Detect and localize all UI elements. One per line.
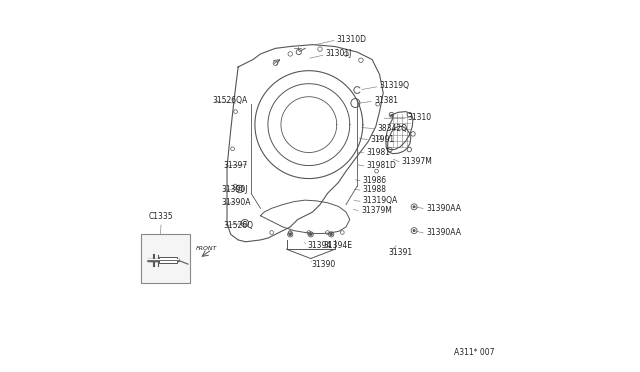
Text: 31526Q: 31526Q <box>223 221 253 230</box>
Text: 31390A: 31390A <box>221 198 251 207</box>
Text: FRONT: FRONT <box>196 246 217 251</box>
Text: 31381: 31381 <box>374 96 398 105</box>
Text: 31397M: 31397M <box>402 157 433 166</box>
Text: 31379M: 31379M <box>361 206 392 215</box>
Text: 31981D: 31981D <box>367 161 396 170</box>
Bar <box>141 234 190 283</box>
Text: 31981: 31981 <box>367 148 390 157</box>
Circle shape <box>309 233 312 236</box>
Text: 31319Q: 31319Q <box>380 81 410 90</box>
Text: 31991: 31991 <box>370 135 394 144</box>
Text: 31390: 31390 <box>312 260 336 269</box>
Text: A311* 007: A311* 007 <box>454 348 495 357</box>
Text: 31319QA: 31319QA <box>363 196 398 205</box>
Bar <box>159 257 177 263</box>
Text: 31988: 31988 <box>363 185 387 194</box>
Circle shape <box>289 233 292 236</box>
Text: 31986: 31986 <box>363 176 387 185</box>
Circle shape <box>413 205 415 208</box>
Text: 31390AA: 31390AA <box>426 204 461 213</box>
Text: 31390J: 31390J <box>221 185 248 194</box>
Text: 31301J: 31301J <box>326 49 352 58</box>
Text: 31310: 31310 <box>408 113 431 122</box>
Text: 31394: 31394 <box>307 241 332 250</box>
Text: C1335: C1335 <box>149 212 173 221</box>
Text: 31397: 31397 <box>223 161 248 170</box>
Text: 31394E: 31394E <box>324 241 353 250</box>
Text: 38342Q: 38342Q <box>378 124 408 133</box>
Text: 31526QA: 31526QA <box>212 96 248 105</box>
Text: 31310D: 31310D <box>337 35 367 44</box>
Text: 31390AA: 31390AA <box>426 228 461 237</box>
Circle shape <box>413 229 415 232</box>
Circle shape <box>330 233 333 236</box>
Text: 31391: 31391 <box>389 248 413 257</box>
